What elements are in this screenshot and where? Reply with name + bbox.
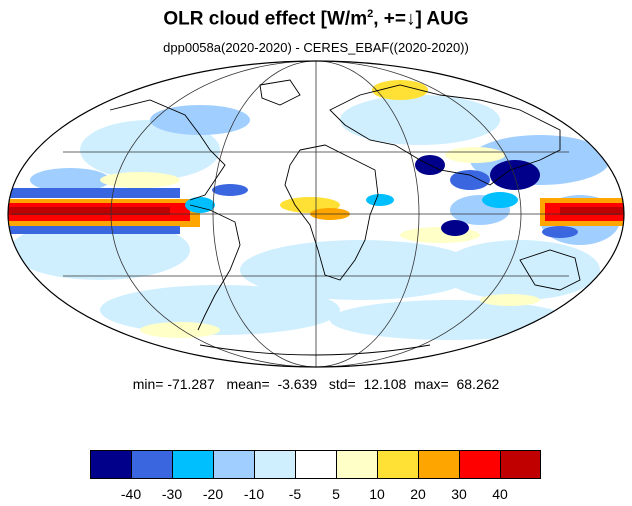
colorbar-tick-label: 20 xyxy=(410,486,426,502)
colorbar-swatch xyxy=(90,450,131,479)
colorbar-tick-label: -30 xyxy=(161,486,183,502)
mollweide-map xyxy=(7,60,625,368)
globe-outline xyxy=(7,60,625,368)
stat-std-label: std= xyxy=(328,376,356,392)
colorbar-tick-label: -20 xyxy=(202,486,224,502)
stat-max-value: 68.262 xyxy=(456,376,500,392)
colorbar-tick-label: 40 xyxy=(492,486,508,502)
stat-min-label: min= xyxy=(132,376,164,392)
title-superscript: 2 xyxy=(367,8,374,20)
title-tail: , +=↓] AUG xyxy=(373,8,469,30)
colorbar-swatch xyxy=(418,450,459,479)
title-text: OLR cloud effect [W/m xyxy=(163,8,368,30)
coastlines xyxy=(109,79,581,356)
colorbar-tick-label: 10 xyxy=(369,486,385,502)
map-field xyxy=(8,80,624,340)
colorbar-swatch xyxy=(254,450,295,479)
colorbar-swatch xyxy=(500,450,541,479)
colorbar-swatch xyxy=(459,450,500,479)
colorbar-swatch xyxy=(295,450,336,479)
colorbar-swatch xyxy=(172,450,213,479)
colorbar-swatch xyxy=(131,450,172,479)
stat-std-value: 12.108 xyxy=(363,376,407,392)
colorbar-tick-label: -5 xyxy=(288,486,302,502)
colorbar-tick-label: -10 xyxy=(243,486,265,502)
colorbar-tick-label: 30 xyxy=(451,486,467,502)
map-subtitle: dpp0058a(2020-2020) - CERES_EBAF((2020-2… xyxy=(163,40,469,55)
stat-max-label: max= xyxy=(414,376,449,392)
map-title: OLR cloud effect [W/m2, +=↓] AUG xyxy=(0,8,632,30)
statistics-line: min= -71.287 mean= -3.639 std= 12.108 ma… xyxy=(0,376,632,392)
stat-mean-label: mean= xyxy=(226,376,270,392)
stat-mean-value: -3.639 xyxy=(277,376,318,392)
colorbar-swatch xyxy=(336,450,377,479)
colorbar-swatch xyxy=(213,450,254,479)
stat-min-value: -71.287 xyxy=(167,376,215,392)
colorbar-tick-label: -40 xyxy=(120,486,142,502)
colorbar-tick-label: 5 xyxy=(332,486,340,502)
colorbar-swatch xyxy=(377,450,418,479)
